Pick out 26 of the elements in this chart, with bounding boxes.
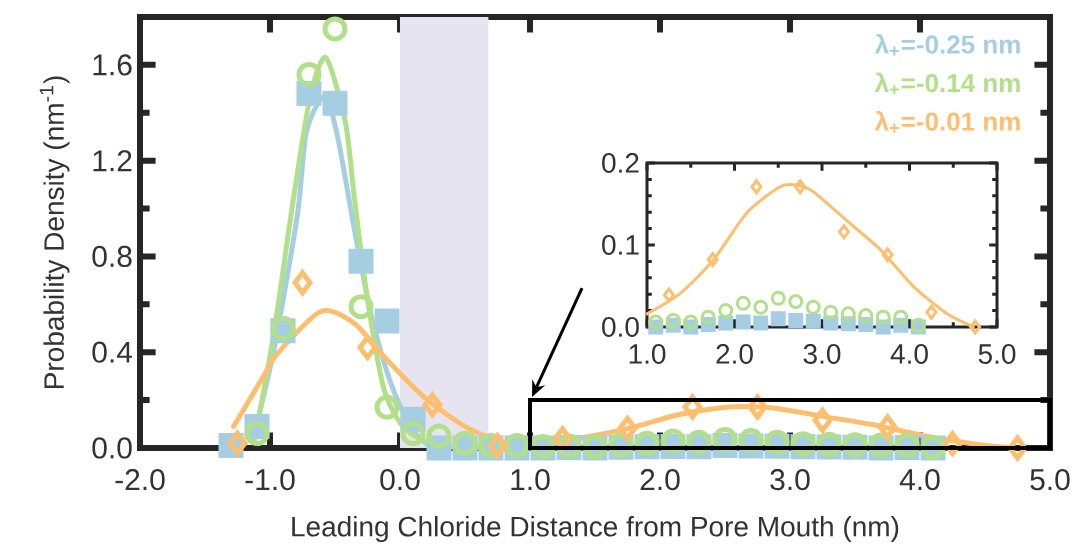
y-tick-label: 0.8 — [92, 245, 132, 268]
y-tick-label: 1.6 — [93, 54, 132, 76]
y-tick-label: 1.2 — [93, 150, 132, 172]
y-tick-label: 0.4 — [92, 341, 133, 363]
text: λ$_{+}$=-0.25 nm — [874, 34, 1020, 56]
x-tick-label: 1.0 — [511, 469, 550, 491]
text: λ$_{+}$=-0.14 nm — [874, 72, 1020, 95]
y-tick-label: 0.1 — [602, 235, 639, 255]
x-tick-label: 2.0 — [716, 344, 753, 364]
y-tick-label: 0.2 — [602, 153, 639, 173]
x-tick-label: 3.0 — [803, 344, 841, 364]
x-tick-label: -1.0 — [245, 469, 295, 491]
x-tick-label: 5.0 — [1030, 469, 1070, 491]
x-tick-label: 4.0 — [890, 344, 928, 364]
x-tick-label: 4.0 — [899, 469, 940, 491]
y-tick-label: 0.0 — [92, 437, 132, 459]
x-tick-label: 5.0 — [978, 344, 1016, 364]
x-tick-label: 1.0 — [629, 344, 666, 364]
x-tick-label: -2.0 — [115, 469, 165, 491]
x-axis-title: Leading Chloride Distance from Pore Mouth (nm) — [292, 516, 899, 543]
x-tick-label: 0.0 — [380, 469, 420, 491]
y-axis-title: Probability Density (nm$^{-1}$) — [39, 76, 70, 389]
text: λ$_{+}$=-0.01 nm — [874, 111, 1020, 133]
y-tick-label: 0.0 — [602, 317, 639, 337]
x-tick-label: 2.0 — [640, 469, 680, 491]
x-tick-label: 3.0 — [770, 469, 810, 491]
